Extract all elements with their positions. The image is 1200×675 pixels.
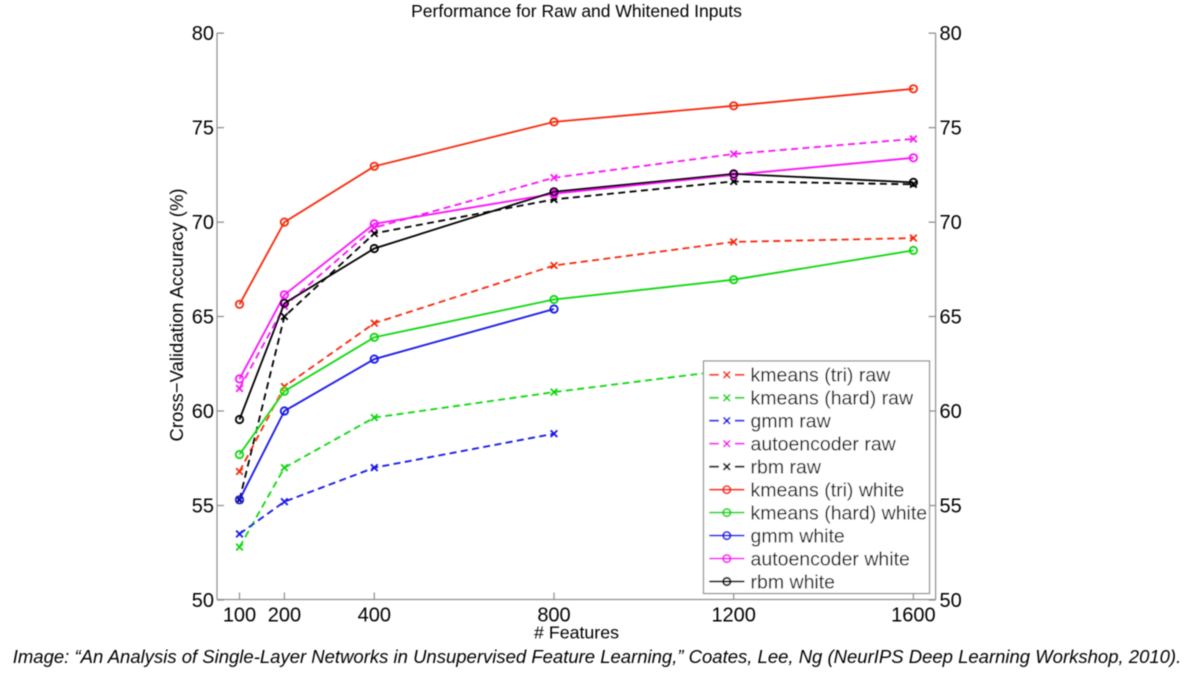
svg-text:400: 400 [358, 604, 391, 626]
svg-text:Cross−Validation Accuracy (%): Cross−Validation Accuracy (%) [166, 188, 187, 441]
svg-text:55: 55 [940, 495, 962, 517]
svg-text:Performance for Raw and Whiten: Performance for Raw and Whitened Inputs [411, 1, 742, 21]
svg-text:1200: 1200 [711, 604, 756, 626]
svg-text:kmeans (tri) raw: kmeans (tri) raw [751, 365, 892, 387]
svg-text:kmeans (tri) white: kmeans (tri) white [751, 480, 905, 502]
svg-text:80: 80 [192, 23, 214, 45]
svg-text:rbm white: rbm white [751, 571, 836, 593]
svg-text:75: 75 [940, 117, 962, 139]
svg-text:50: 50 [192, 590, 214, 612]
svg-text:100: 100 [223, 604, 256, 626]
svg-text:kmeans (hard) white: kmeans (hard) white [751, 502, 928, 524]
svg-text:Image: “An Analysis of Single-: Image: “An Analysis of Single-Layer Netw… [13, 646, 1181, 667]
svg-text:800: 800 [537, 604, 570, 626]
svg-text:1600: 1600 [891, 604, 936, 626]
svg-text:70: 70 [192, 212, 214, 234]
svg-text:80: 80 [940, 23, 962, 45]
svg-text:# Features: # Features [534, 623, 619, 643]
svg-text:autoencoder white: autoencoder white [751, 548, 910, 570]
svg-text:60: 60 [192, 401, 214, 423]
svg-text:65: 65 [940, 306, 962, 328]
svg-text:200: 200 [268, 604, 301, 626]
svg-text:70: 70 [940, 212, 962, 234]
svg-text:65: 65 [192, 306, 214, 328]
svg-text:gmm raw: gmm raw [751, 411, 832, 433]
svg-text:75: 75 [192, 117, 214, 139]
svg-text:autoencoder raw: autoencoder raw [751, 434, 897, 456]
svg-text:gmm white: gmm white [751, 525, 845, 547]
svg-text:50: 50 [940, 590, 962, 612]
svg-text:60: 60 [940, 401, 962, 423]
svg-text:55: 55 [192, 495, 214, 517]
svg-text:kmeans (hard) raw: kmeans (hard) raw [751, 388, 914, 410]
svg-text:rbm raw: rbm raw [751, 457, 822, 479]
